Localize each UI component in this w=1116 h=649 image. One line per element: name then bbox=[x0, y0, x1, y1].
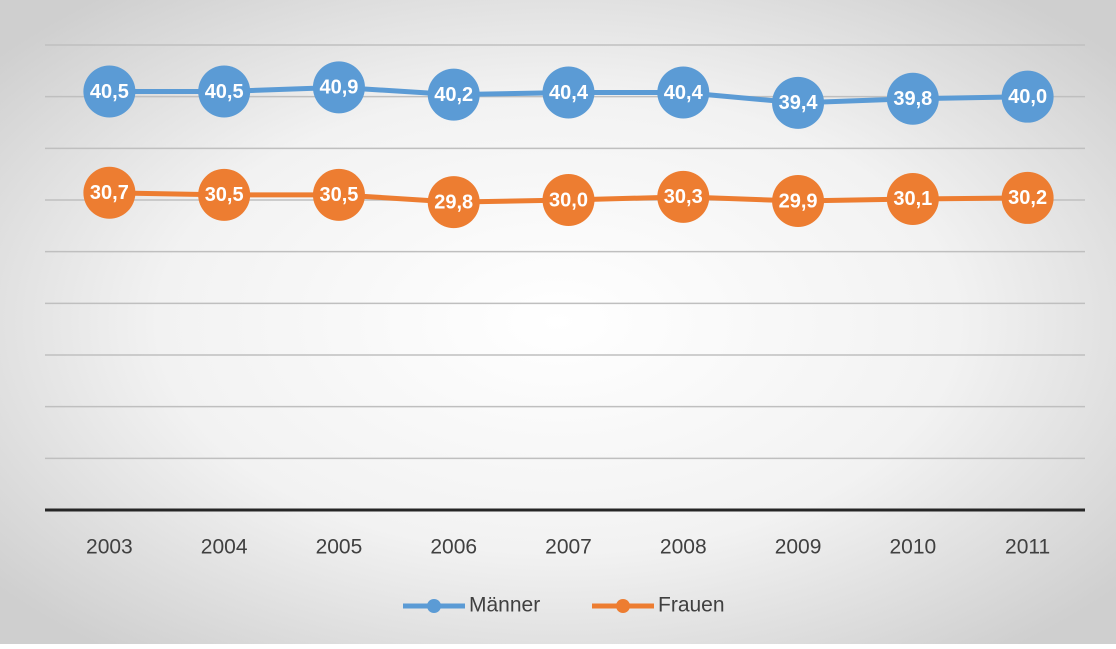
data-label: 30,5 bbox=[205, 184, 244, 206]
point-marker bbox=[1001, 70, 1054, 123]
x-tick-label: 2008 bbox=[660, 536, 707, 559]
point-marker bbox=[198, 168, 251, 221]
legend-label: Frauen bbox=[658, 594, 725, 617]
data-label: 40,0 bbox=[1008, 86, 1047, 108]
point-marker bbox=[312, 168, 365, 221]
point-marker bbox=[772, 76, 825, 129]
data-label: 29,8 bbox=[434, 191, 473, 213]
point-marker bbox=[657, 66, 710, 119]
x-tick-label: 2005 bbox=[316, 536, 363, 559]
point-marker bbox=[1001, 171, 1054, 224]
x-tick-label: 2006 bbox=[430, 536, 477, 559]
data-label: 30,3 bbox=[664, 186, 703, 208]
point-marker bbox=[83, 166, 136, 219]
data-label: 40,4 bbox=[549, 82, 589, 104]
x-tick-label: 2010 bbox=[889, 536, 936, 559]
data-label: 30,7 bbox=[90, 182, 129, 204]
point-marker bbox=[886, 72, 939, 125]
x-tick-label: 2007 bbox=[545, 536, 592, 559]
point-marker bbox=[772, 175, 825, 228]
point-marker bbox=[542, 174, 595, 226]
point-marker bbox=[83, 65, 136, 118]
data-label: 30,1 bbox=[893, 188, 932, 210]
point-marker bbox=[542, 66, 595, 119]
point-marker bbox=[427, 176, 480, 229]
data-label: 39,8 bbox=[893, 88, 932, 110]
data-label: 40,9 bbox=[319, 77, 358, 99]
x-tick-label: 2011 bbox=[1005, 536, 1050, 559]
point-marker bbox=[312, 61, 365, 114]
data-label: 40,5 bbox=[205, 81, 244, 103]
data-label: 30,0 bbox=[549, 189, 588, 211]
x-tick-label: 2009 bbox=[775, 536, 822, 559]
point-marker bbox=[657, 170, 710, 223]
point-marker bbox=[198, 65, 251, 118]
point-marker bbox=[886, 172, 939, 225]
data-label: 30,2 bbox=[1008, 187, 1047, 209]
x-tick-label: 2004 bbox=[201, 536, 248, 559]
legend-marker bbox=[427, 599, 441, 613]
data-label: 40,4 bbox=[664, 82, 704, 104]
data-label: 30,5 bbox=[319, 184, 358, 206]
point-marker bbox=[427, 68, 480, 121]
legend-marker bbox=[616, 599, 630, 613]
x-tick-label: 2003 bbox=[86, 536, 133, 559]
data-label: 40,2 bbox=[434, 84, 473, 106]
legend-label: Männer bbox=[469, 594, 540, 617]
data-label: 40,5 bbox=[90, 81, 129, 103]
data-label: 29,9 bbox=[779, 190, 818, 212]
data-label: 39,4 bbox=[779, 92, 819, 114]
